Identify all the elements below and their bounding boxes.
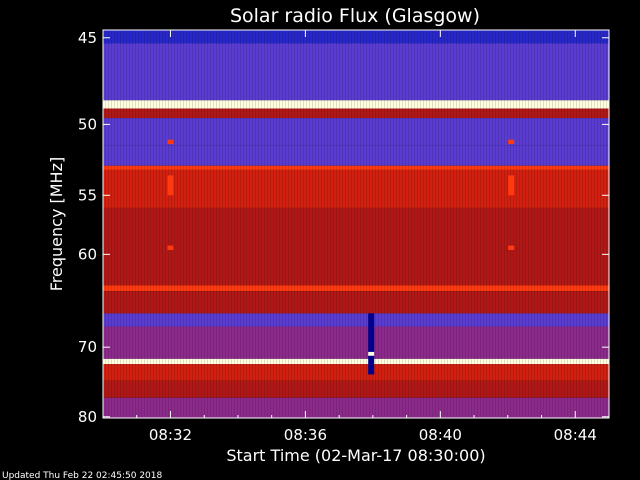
burst-event-0 <box>167 139 174 145</box>
burst-event-6 <box>368 313 375 375</box>
x-axis-label: Start Time (02-Mar-17 08:30:00) <box>226 446 485 465</box>
plot-area <box>103 30 609 418</box>
texture-overlay <box>103 30 609 418</box>
x-tick-label: 08:32 <box>149 426 192 444</box>
plot-frame <box>102 29 610 419</box>
burst-event-2 <box>167 245 174 250</box>
burst-events <box>167 139 515 375</box>
y-tick-label: 80 <box>78 408 97 426</box>
burst-event-3 <box>508 139 515 145</box>
burst-event-1 <box>167 175 174 196</box>
y-tick-label: 50 <box>78 115 97 133</box>
y-axis-label: Frequency [MHz] <box>47 157 66 291</box>
x-tick-label: 08:40 <box>419 426 462 444</box>
x-tick-label: 08:44 <box>554 426 597 444</box>
y-axis: 45 50 55 60 70 80 <box>78 29 609 426</box>
y-tick-label: 45 <box>78 29 97 47</box>
x-tick-label: 08:36 <box>284 426 327 444</box>
burst-event-5 <box>508 245 515 250</box>
burst-event-7 <box>368 351 375 356</box>
burst-event-4 <box>508 175 515 196</box>
y-tick-label: 70 <box>78 338 97 356</box>
x-axis: 08:32 08:36 08:40 08:44 <box>136 30 597 444</box>
chart-title: Solar radio Flux (Glasgow) <box>230 5 480 27</box>
updated-timestamp: Updated Thu Feb 22 02:45:50 2018 <box>2 471 163 480</box>
y-tick-label: 60 <box>78 245 97 263</box>
y-tick-label: 55 <box>78 186 97 204</box>
